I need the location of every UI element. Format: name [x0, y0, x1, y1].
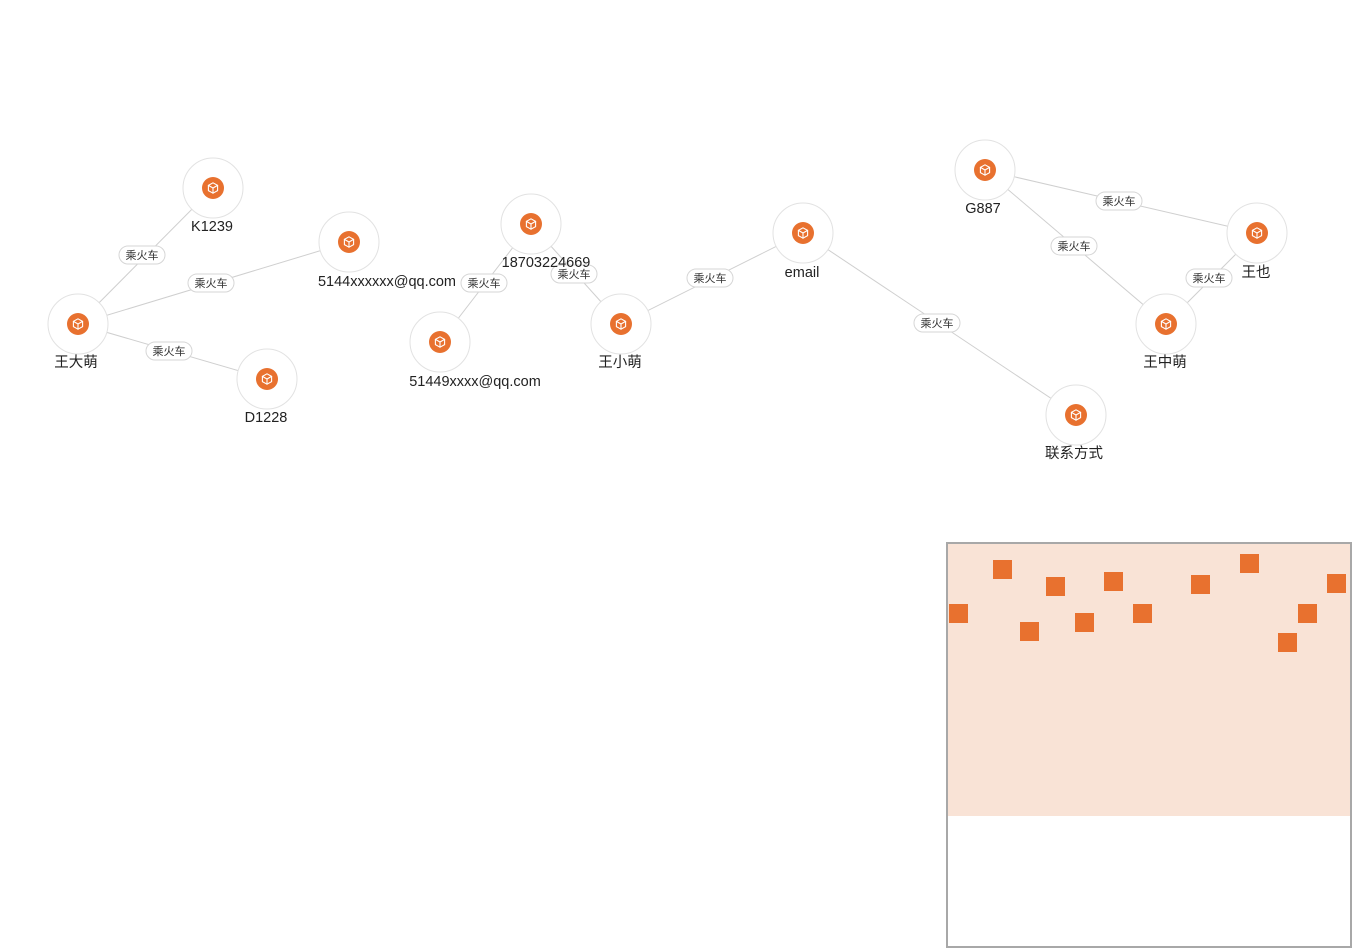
node-label: 王也: [1242, 264, 1271, 281]
node-wang-ye[interactable]: 王也: [1226, 202, 1288, 281]
minimap-node: [1020, 622, 1039, 641]
edge-label: 乘火车: [153, 344, 186, 358]
edge-label: 乘火车: [694, 271, 727, 285]
node-wang-xiao-meng[interactable]: 王小萌: [590, 293, 652, 371]
node-email-51449[interactable]: 51449xxxx@qq.com: [409, 311, 541, 390]
minimap-node: [1240, 554, 1259, 573]
node-label: 王小萌: [598, 354, 642, 371]
edge-label-background: [550, 264, 598, 284]
edge-label-background: [118, 245, 166, 265]
edge-label-pill[interactable]: 乘火车: [913, 313, 961, 333]
node-label: 联系方式: [1045, 445, 1103, 462]
minimap-node: [1133, 604, 1152, 623]
minimap-node: [1327, 574, 1346, 593]
edge-label-pill[interactable]: 乘火车: [118, 245, 166, 265]
node-email[interactable]: email: [772, 202, 834, 281]
edge-label: 乘火车: [1103, 194, 1136, 208]
node-layer: 王大萌 K1239 5144xxxxxx@qq.com D1228 1870322466…: [47, 139, 1288, 462]
minimap-node: [1046, 577, 1065, 596]
node-label: D1228: [245, 410, 288, 426]
edge-label-pill[interactable]: 乘火车: [460, 273, 508, 293]
edge-label-background: [1095, 191, 1143, 211]
cube-icon: [72, 318, 84, 330]
cube-icon: [261, 373, 273, 385]
edge-label-pill[interactable]: 乘火车: [187, 273, 235, 293]
node-label: G887: [965, 201, 1000, 217]
cube-icon: [979, 164, 991, 176]
edge-label-background: [145, 341, 193, 361]
edge-label-background: [1185, 268, 1233, 288]
minimap[interactable]: [946, 542, 1352, 948]
minimap-node: [1298, 604, 1317, 623]
edge-label: 乘火车: [1058, 239, 1091, 253]
edge-label-background: [686, 268, 734, 288]
edge-label-background: [1050, 236, 1098, 256]
node-k1239[interactable]: K1239: [182, 157, 244, 235]
node-label: email: [785, 265, 820, 281]
minimap-node: [1191, 575, 1210, 594]
edge-label: 乘火车: [1193, 271, 1226, 285]
node-label: K1239: [191, 219, 233, 235]
edge-label-pill[interactable]: 乘火车: [145, 341, 193, 361]
node-d1228[interactable]: D1228: [236, 348, 298, 426]
minimap-node: [993, 560, 1012, 579]
cube-icon: [1070, 409, 1082, 421]
edge-label-pill[interactable]: 乘火车: [686, 268, 734, 288]
edge-label-pill[interactable]: 乘火车: [1185, 268, 1233, 288]
node-wang-zhong-meng[interactable]: 王中萌: [1135, 293, 1197, 371]
edge-label-pill[interactable]: 乘火车: [1095, 191, 1143, 211]
minimap-node: [949, 604, 968, 623]
cube-icon: [1160, 318, 1172, 330]
edge-label: 乘火车: [921, 316, 954, 330]
edge-label: 乘火车: [195, 276, 228, 290]
node-label: 51449xxxx@qq.com: [409, 374, 541, 390]
node-label: 王大萌: [54, 354, 98, 371]
cube-icon: [343, 236, 355, 248]
node-email-5144[interactable]: 5144xxxxxx@qq.com: [318, 211, 456, 290]
edge-label-background: [913, 313, 961, 333]
node-wang-da-meng[interactable]: 王大萌: [47, 293, 109, 371]
edge-label-background: [460, 273, 508, 293]
node-phone[interactable]: 18703224669: [500, 193, 591, 271]
cube-icon: [434, 336, 446, 348]
minimap-viewport[interactable]: [948, 544, 1350, 816]
cube-icon: [525, 218, 537, 230]
node-label: 5144xxxxxx@qq.com: [318, 274, 456, 290]
cube-icon: [615, 318, 627, 330]
cube-icon: [1251, 227, 1263, 239]
edge-label: 乘火车: [558, 267, 591, 281]
node-g887[interactable]: G887: [954, 139, 1016, 217]
node-label: 王中萌: [1143, 354, 1187, 371]
minimap-node: [1075, 613, 1094, 632]
edge-label: 乘火车: [126, 248, 159, 262]
edge-label-pill[interactable]: 乘火车: [550, 264, 598, 284]
node-contact[interactable]: 联系方式: [1045, 384, 1107, 462]
edge-label: 乘火车: [468, 276, 501, 290]
node-label: 18703224669: [502, 255, 591, 271]
minimap-node: [1104, 572, 1123, 591]
edge-label-background: [187, 273, 235, 293]
edge-label-pill[interactable]: 乘火车: [1050, 236, 1098, 256]
cube-icon: [797, 227, 809, 239]
minimap-node: [1278, 633, 1297, 652]
cube-icon: [207, 182, 219, 194]
